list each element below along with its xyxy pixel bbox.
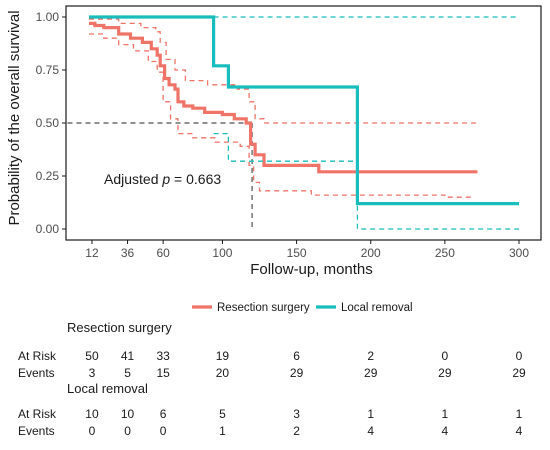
x-tick-label: 200	[361, 246, 381, 260]
risk-cell: 1	[367, 407, 375, 421]
risk-group-title: Resection surgery	[67, 320, 172, 335]
x-tick-label: 12	[85, 246, 99, 260]
risk-cell: 2	[367, 349, 375, 363]
local-removal-ci-lower-line	[213, 132, 519, 230]
risk-row-label: Events	[18, 366, 55, 380]
risk-cell: 0	[515, 349, 523, 363]
risk-cell: 1	[515, 407, 523, 421]
local-removal-survival-line	[89, 15, 519, 206]
plot-area	[67, 15, 519, 230]
risk-cell: 3	[293, 407, 300, 421]
legend-label-local-removal: Local removal	[341, 302, 413, 314]
y-tick-label: 0.75	[36, 63, 60, 77]
risk-cell: 5	[124, 366, 131, 380]
x-tick-label: 250	[435, 246, 455, 260]
risk-cell: 4	[515, 424, 523, 438]
risk-cell: 1	[441, 407, 449, 421]
risk-cell: 0	[441, 349, 449, 363]
risk-cell: 6	[159, 407, 167, 421]
risk-cell: 10	[120, 407, 135, 421]
risk-cell: 5	[219, 407, 226, 421]
x-tick-label: 150	[287, 246, 307, 260]
risk-cell: 0	[124, 424, 131, 438]
risk-cell: 6	[293, 349, 300, 363]
risk-cell: 29	[289, 366, 304, 380]
risk-cell: 4	[441, 424, 449, 438]
resection-surgery-ci-lower-line	[89, 33, 475, 198]
legend: Resection surgery Local removal	[192, 302, 413, 314]
risk-cell: 1	[219, 424, 226, 438]
y-tick-label: 0.50	[36, 116, 60, 130]
risk-group-title: Local removal	[67, 381, 148, 396]
x-tick-label: 300	[509, 246, 529, 260]
risk-cell: 33	[156, 349, 170, 363]
risk-cell: 0	[159, 424, 167, 438]
risk-cell: 2	[293, 424, 300, 438]
risk-cell: 41	[120, 349, 135, 363]
risk-cell: 10	[85, 407, 99, 421]
risk-cell: 50	[85, 349, 99, 363]
risk-cell: 29	[364, 366, 378, 380]
axes: 12 36 60 100 150 200 250 300 0.00 0.25 0.50 0.75 1.0…	[6, 5, 542, 278]
risk-row-label: At Risk	[18, 407, 57, 421]
risk-row-label: Events	[18, 424, 55, 438]
resection-surgery-ci-upper-line	[89, 18, 478, 124]
risk-cell: 19	[215, 349, 230, 363]
x-tick-label: 100	[212, 246, 232, 260]
x-tick-label: 36	[121, 246, 135, 260]
risk-cell: 3	[88, 366, 96, 380]
x-axis-label: Follow-up, months	[250, 261, 373, 278]
risk-cell: 4	[367, 424, 375, 438]
y-tick-label: 0.00	[36, 222, 60, 236]
risk-cell: 0	[88, 424, 96, 438]
risk-cell: 29	[438, 366, 452, 380]
risk-cell: 29	[512, 366, 526, 380]
y-axis-label: Probability of the overall survival	[6, 10, 23, 225]
y-tick-label: 0.25	[36, 169, 60, 183]
risk-row-label: At Risk	[18, 349, 57, 363]
p-value-annotation: Adjusted p = 0.663	[104, 171, 221, 187]
x-tick-label: 60	[156, 246, 170, 260]
risk-cell: 15	[156, 366, 170, 380]
y-tick-label: 1.00	[36, 10, 60, 24]
resection-surgery-survival-line	[89, 21, 478, 174]
legend-label-resection-surgery: Resection surgery	[217, 302, 310, 314]
risk-cell: 20	[215, 366, 230, 380]
